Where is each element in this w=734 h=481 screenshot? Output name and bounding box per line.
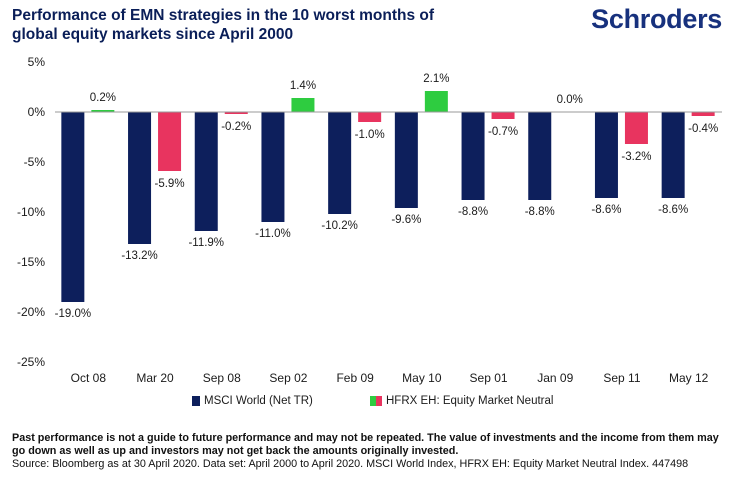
data-label-msci: -10.2% [321, 220, 357, 232]
y-tick-label: -5% [24, 155, 46, 169]
x-tick-label: Sep 01 [470, 371, 508, 385]
chart-title: Performance of EMN strategies in the 10 … [12, 6, 482, 44]
disclaimer-text: Past performance is not a guide to futur… [12, 432, 719, 457]
bar-hfrx-sep-08 [224, 112, 248, 114]
legend-label-msci: MSCI World (Net TR) [204, 395, 313, 407]
x-tick-label: May 12 [669, 371, 709, 385]
data-label-msci: -8.6% [591, 204, 621, 216]
bar-msci-oct-08 [61, 112, 85, 302]
legend-item-msci: MSCI World (Net TR) [192, 395, 313, 407]
y-tick-label: -25% [17, 355, 45, 369]
bar-msci-feb-09 [328, 112, 352, 214]
data-label-msci: -13.2% [121, 250, 157, 262]
bar-hfrx-may-10 [424, 91, 448, 112]
schroders-logo: Schroders [591, 4, 722, 34]
bar-msci-sep-01 [461, 112, 485, 200]
data-label-hfrx: -0.4% [688, 123, 718, 135]
chart-title-line-1: Performance of EMN strategies in the 10 … [12, 7, 435, 24]
data-label-hfrx: -3.2% [621, 151, 651, 163]
bar-chart: 5% 0% -5% -10% -15% -20% -25% -19.0% 0.2% Oct 08 -… [17, 55, 722, 385]
footnote: Past performance is not a guide to futur… [12, 432, 724, 471]
bar-hfrx-sep-01 [491, 112, 515, 119]
data-label-msci: -8.8% [458, 206, 488, 218]
legend-label-hfrx: HFRX EH: Equity Market Neutral [386, 395, 554, 407]
bar-msci-may-10 [394, 112, 418, 208]
data-label-hfrx: 1.4% [290, 80, 316, 92]
data-label-hfrx: -0.2% [221, 121, 251, 133]
bar-hfrx-may-12 [691, 112, 715, 116]
bar-hfrx-sep-11 [624, 112, 648, 144]
x-tick-label: Sep 08 [203, 371, 241, 385]
y-tick-label: -20% [17, 305, 45, 319]
x-tick-label: Mar 20 [136, 371, 174, 385]
data-label-hfrx: 0.2% [90, 92, 116, 104]
y-tick-label: -15% [17, 255, 45, 269]
x-tick-label: Sep 02 [269, 371, 307, 385]
data-label-hfrx: -5.9% [155, 178, 185, 190]
bar-msci-sep-02 [261, 112, 285, 222]
legend-item-hfrx: HFRX EH: Equity Market Neutral [370, 395, 553, 407]
data-label-msci: -11.0% [255, 228, 291, 240]
legend-swatch-msci [192, 396, 200, 406]
x-tick-label: Feb 09 [336, 371, 374, 385]
bar-msci-jan-09 [528, 112, 552, 200]
data-label-hfrx: -1.0% [355, 129, 385, 141]
y-tick-label: 5% [28, 55, 46, 69]
bar-hfrx-oct-08 [91, 110, 115, 112]
y-tick-label: 0% [28, 105, 46, 119]
x-tick-label: Jan 09 [537, 371, 573, 385]
data-label-msci: -8.6% [658, 204, 688, 216]
y-tick-label: -10% [17, 205, 45, 219]
bar-msci-mar-20 [128, 112, 152, 244]
legend-swatch-hfrx-positive [370, 396, 376, 406]
x-tick-label: Sep 11 [603, 371, 640, 385]
data-label-hfrx: 0.0% [557, 94, 583, 106]
data-label-msci: -8.8% [525, 206, 555, 218]
bar-msci-sep-08 [194, 112, 218, 231]
data-label-msci: -9.6% [391, 214, 421, 226]
source-text: Source: Bloomberg as at 30 April 2020. D… [12, 458, 689, 470]
bar-msci-sep-11 [594, 112, 618, 198]
data-label-hfrx: 2.1% [423, 73, 449, 85]
bar-hfrx-sep-02 [291, 98, 315, 112]
x-tick-label: May 10 [402, 371, 442, 385]
bar-hfrx-mar-20 [158, 112, 182, 171]
bar-msci-may-12 [661, 112, 685, 198]
bar-hfrx-feb-09 [358, 112, 382, 122]
data-label-msci: -11.9% [188, 237, 224, 249]
chart-legend: MSCI World (Net TR) HFRX EH: Equity Mark… [0, 395, 734, 411]
data-label-msci: -19.0% [55, 308, 91, 320]
legend-swatch-hfrx-negative [376, 396, 382, 406]
x-tick-label: Oct 08 [71, 371, 107, 385]
chart-title-line-2: global equity markets since April 2000 [12, 26, 294, 43]
data-label-hfrx: -0.7% [488, 126, 518, 138]
